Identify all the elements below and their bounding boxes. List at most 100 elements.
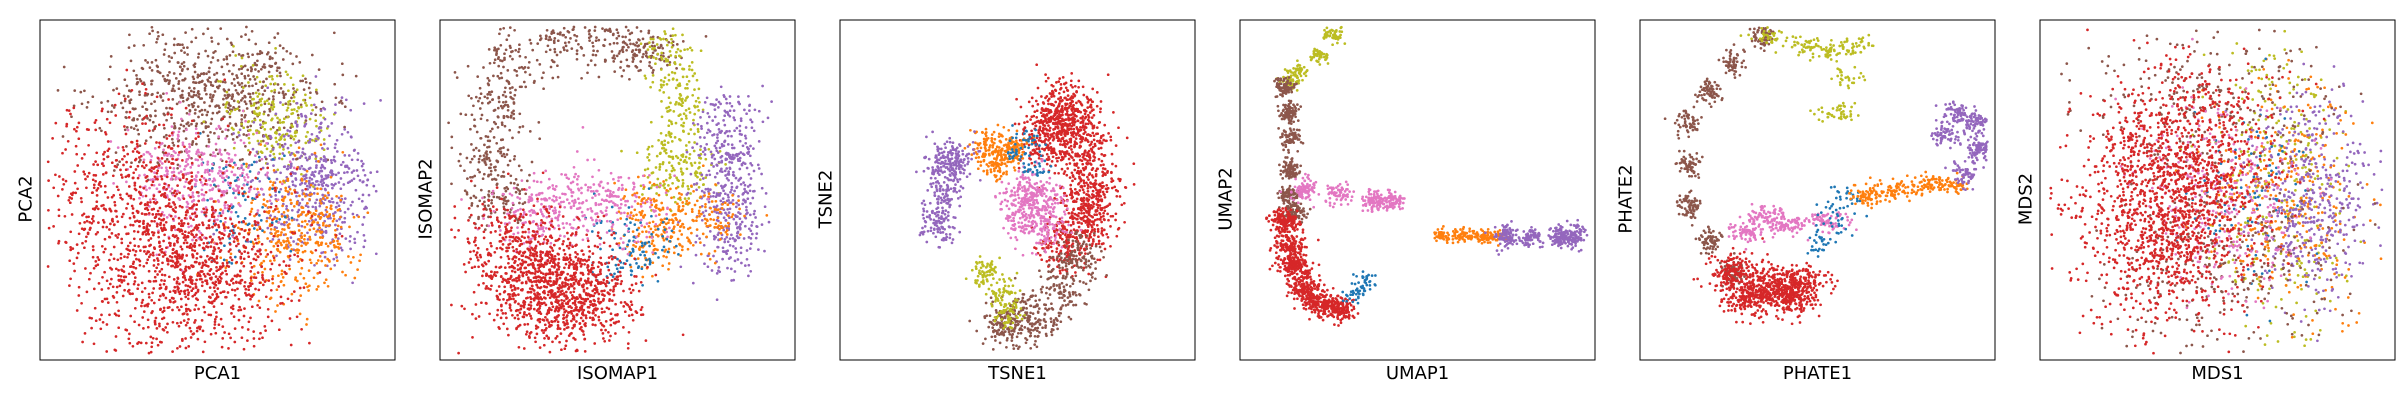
data-point [215,242,219,246]
data-point [275,217,279,220]
data-point [194,93,198,97]
data-point [127,252,130,256]
data-point [267,209,271,213]
data-point [164,296,168,300]
data-point [249,210,253,213]
data-point [240,336,244,340]
data-point [160,279,163,282]
data-point [87,277,91,281]
data-point [489,129,492,133]
data-point [210,240,213,244]
data-point [152,246,156,249]
data-point [152,301,156,305]
data-point [471,175,474,179]
data-point [660,58,664,61]
data-point [176,346,179,350]
data-point [271,277,274,281]
data-point [712,165,715,168]
data-point [699,157,703,160]
data-point [613,70,617,73]
data-point [631,60,635,63]
data-point [295,109,299,113]
data-point [251,147,255,151]
data-point [305,317,309,321]
data-point [255,195,259,199]
data-point [289,76,293,80]
data-point [180,117,183,121]
data-point [174,289,177,293]
data-point [186,288,190,292]
data-point [311,171,314,174]
data-point [503,56,506,60]
data-point [209,235,212,239]
data-point [492,165,496,169]
data-point [247,136,251,140]
data-point [80,301,83,305]
data-point [270,118,273,122]
data-point [237,92,240,96]
data-point [233,255,237,259]
data-point [301,151,304,154]
data-point [220,65,224,69]
data-point [293,231,297,235]
data-point [295,194,298,198]
data-point [108,258,111,262]
data-point [232,281,235,285]
data-point [270,89,273,93]
data-point [300,172,303,176]
data-point [555,53,559,57]
data-point [513,93,517,97]
data-point [154,109,157,113]
data-point [70,197,74,200]
data-point [217,171,220,175]
data-point [184,337,187,340]
data-point [100,244,104,248]
data-point [149,335,153,339]
data-point [241,326,244,329]
data-point [117,326,121,330]
data-point [520,85,523,89]
data-point [719,102,722,106]
data-point [255,193,258,196]
data-point [542,71,545,75]
data-point [244,145,247,148]
data-point [684,86,687,90]
data-point [646,48,650,51]
data-point [264,84,268,88]
data-point [314,166,318,169]
data-point [198,327,202,331]
data-point [188,309,192,312]
data-point [162,92,165,96]
data-point [498,77,501,80]
data-point [217,189,221,193]
data-point [278,121,282,124]
data-point [105,297,109,301]
data-point [169,154,173,158]
data-point [279,87,283,90]
data-point [256,187,259,191]
data-point [335,138,339,142]
data-point [285,220,288,224]
data-point [691,74,695,78]
data-point [132,237,136,241]
data-point [143,213,147,216]
data-point [176,236,179,240]
data-point [163,174,166,177]
data-point [223,206,227,210]
data-point [675,100,678,104]
data-point [212,200,216,203]
data-point [304,204,308,208]
data-point [670,41,674,45]
data-point [662,37,665,41]
data-point [515,74,519,77]
data-point [236,186,240,190]
data-point [171,308,174,312]
data-point [264,204,267,207]
data-point [275,177,279,181]
data-point [295,55,298,58]
data-point [653,44,656,48]
data-point [698,178,702,181]
y-axis-label: PCA2 [15,175,37,223]
data-point [191,253,194,256]
data-point [340,248,344,252]
